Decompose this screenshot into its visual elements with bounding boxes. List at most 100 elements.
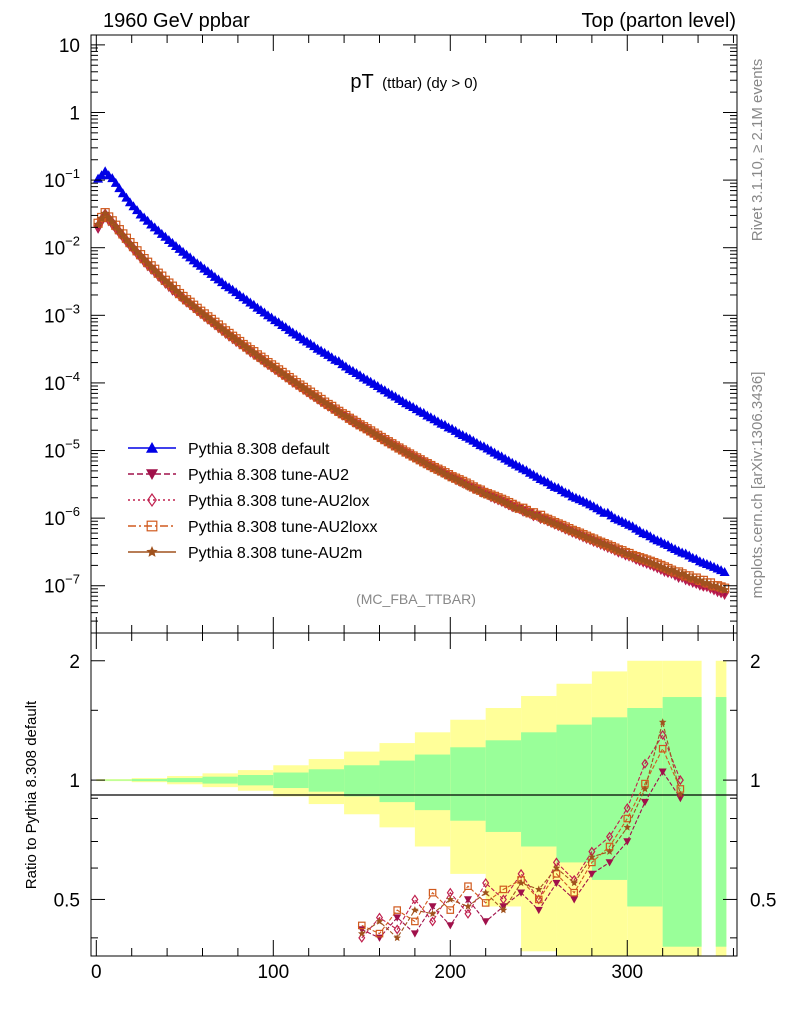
ratio-point	[446, 895, 455, 903]
data-point	[567, 526, 578, 536]
series-4	[93, 208, 730, 594]
data-point	[128, 242, 139, 252]
legend-label: Pythia 8.308 default	[188, 441, 330, 458]
legend-label: Pythia 8.308 tune-AU2m	[188, 545, 362, 562]
ratio-point	[464, 908, 472, 919]
legend-item: Pythia 8.308 tune-AU2m	[128, 545, 362, 562]
ratio-point	[464, 902, 472, 910]
ratio-point	[517, 889, 526, 897]
data-point	[514, 503, 525, 513]
legend-item: Pythia 8.308 default	[128, 441, 330, 458]
legend-item: Pythia 8.308 tune-AU2lox	[128, 492, 369, 510]
data-point	[114, 183, 125, 193]
data-point	[139, 254, 149, 264]
ratio-point	[659, 729, 667, 740]
ratio-curves	[357, 718, 685, 943]
data-point	[110, 177, 121, 187]
series-line	[97, 170, 725, 573]
data-point	[496, 495, 507, 505]
header-left: 1960 GeV ppbar	[103, 10, 250, 32]
legend-marker	[146, 442, 158, 453]
data-point	[220, 326, 231, 336]
ratio-point	[375, 917, 384, 925]
ratio-point	[463, 896, 472, 904]
main-panel: 10 1 10−1 10−2 10−3 10−4 10−5 10−6 10−7 pT (ttba…	[44, 34, 738, 634]
y-tick-label: 1	[69, 103, 80, 124]
ratio-point	[499, 894, 507, 905]
legend-marker	[146, 469, 158, 480]
ratio-point	[393, 906, 401, 914]
main-y-axis: 10 1 10−1 10−2 10−3 10−4 10−5 10−6 10−7	[44, 36, 737, 634]
ratio-point	[393, 924, 401, 935]
ratio-point	[535, 885, 543, 893]
data-point	[100, 208, 110, 218]
rivet-label: Rivet 3.1.10, ≥ 2.1M events	[749, 59, 766, 242]
ratio-point	[429, 916, 437, 927]
data-point	[107, 217, 117, 226]
legend-label: Pythia 8.308 tune-AU2loxx	[188, 519, 377, 536]
data-point	[719, 584, 730, 594]
ratio-point	[623, 814, 632, 823]
band-inner	[715, 697, 727, 947]
data-point	[603, 540, 613, 550]
ratio-y-tick-label-right: 1	[750, 771, 761, 792]
ratio-point	[410, 930, 419, 938]
ratio-line	[361, 733, 681, 939]
data-point	[203, 312, 213, 322]
band-inner	[450, 747, 486, 821]
ratio-point	[570, 879, 578, 887]
legend-item: Pythia 8.308 tune-AU2	[128, 467, 349, 484]
ratio-point	[658, 718, 667, 726]
data-point	[362, 424, 372, 434]
band-inner	[662, 697, 702, 947]
ratio-point	[499, 906, 508, 914]
data-point	[532, 510, 542, 520]
ratio-point	[481, 918, 490, 926]
ratio-point	[411, 917, 419, 926]
ratio-point	[552, 870, 561, 878]
y-tick-label: 10−2	[44, 234, 80, 260]
ratio-point	[606, 831, 614, 842]
ratio-point	[446, 906, 455, 914]
main-curves	[93, 166, 730, 600]
band-inner	[521, 732, 557, 847]
y-tick-label: 10−3	[44, 301, 80, 327]
data-point	[114, 225, 125, 235]
ratio-point	[587, 870, 596, 878]
ratio-point	[393, 933, 401, 942]
band-inner	[414, 754, 451, 811]
legend-label: Pythia 8.308 tune-AU2	[188, 467, 349, 484]
ratio-series-3	[358, 718, 685, 942]
ratio-y-tick-label: 0.5	[54, 890, 80, 911]
data-point	[111, 221, 121, 231]
x-tick-label: 100	[257, 962, 289, 983]
ratio-point	[534, 906, 543, 915]
ratio-point	[411, 894, 419, 905]
band-inner	[379, 760, 415, 803]
x-tick-label: 200	[434, 962, 466, 983]
ratio-point	[428, 909, 437, 917]
data-point	[273, 365, 284, 375]
band-inner	[131, 779, 168, 782]
ratio-point	[588, 852, 596, 861]
ratio-point	[570, 896, 579, 904]
ratio-point	[641, 784, 649, 793]
band-inner	[167, 778, 203, 783]
band-inner	[344, 765, 380, 797]
ratio-point	[428, 888, 437, 897]
ratio-point	[517, 879, 525, 887]
header-right: Top (parton level)	[581, 10, 736, 32]
data-point	[479, 488, 489, 498]
band-inner	[627, 708, 663, 907]
data-point	[118, 230, 128, 240]
y-tick-label: 10−1	[44, 166, 80, 192]
data-point	[397, 445, 408, 455]
ratio-y-tick-label-right: 2	[750, 652, 761, 673]
data-point	[326, 402, 337, 412]
legend-marker	[147, 492, 157, 508]
ratio-point	[357, 921, 366, 930]
legend-marker	[146, 520, 158, 532]
ratio-point	[570, 888, 578, 897]
data-point	[549, 518, 560, 528]
data-point	[638, 555, 648, 565]
